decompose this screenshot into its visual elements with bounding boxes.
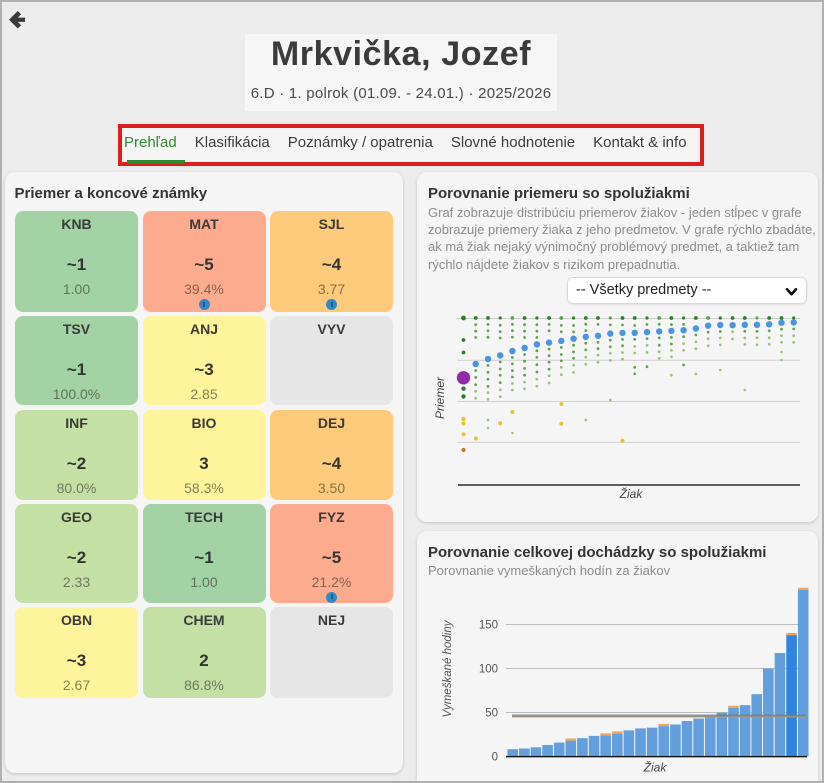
svg-text:Priemer: Priemer bbox=[433, 376, 447, 419]
svg-text:Žiak: Žiak bbox=[619, 486, 644, 501]
svg-text:Vymeškané hodiny: Vymeškané hodiny bbox=[442, 619, 454, 717]
svg-text:50: 50 bbox=[485, 708, 498, 720]
svg-text:150: 150 bbox=[479, 620, 498, 632]
svg-text:0: 0 bbox=[492, 752, 498, 764]
svg-text:Žiak: Žiak bbox=[643, 760, 668, 775]
svg-text:100: 100 bbox=[479, 664, 498, 676]
